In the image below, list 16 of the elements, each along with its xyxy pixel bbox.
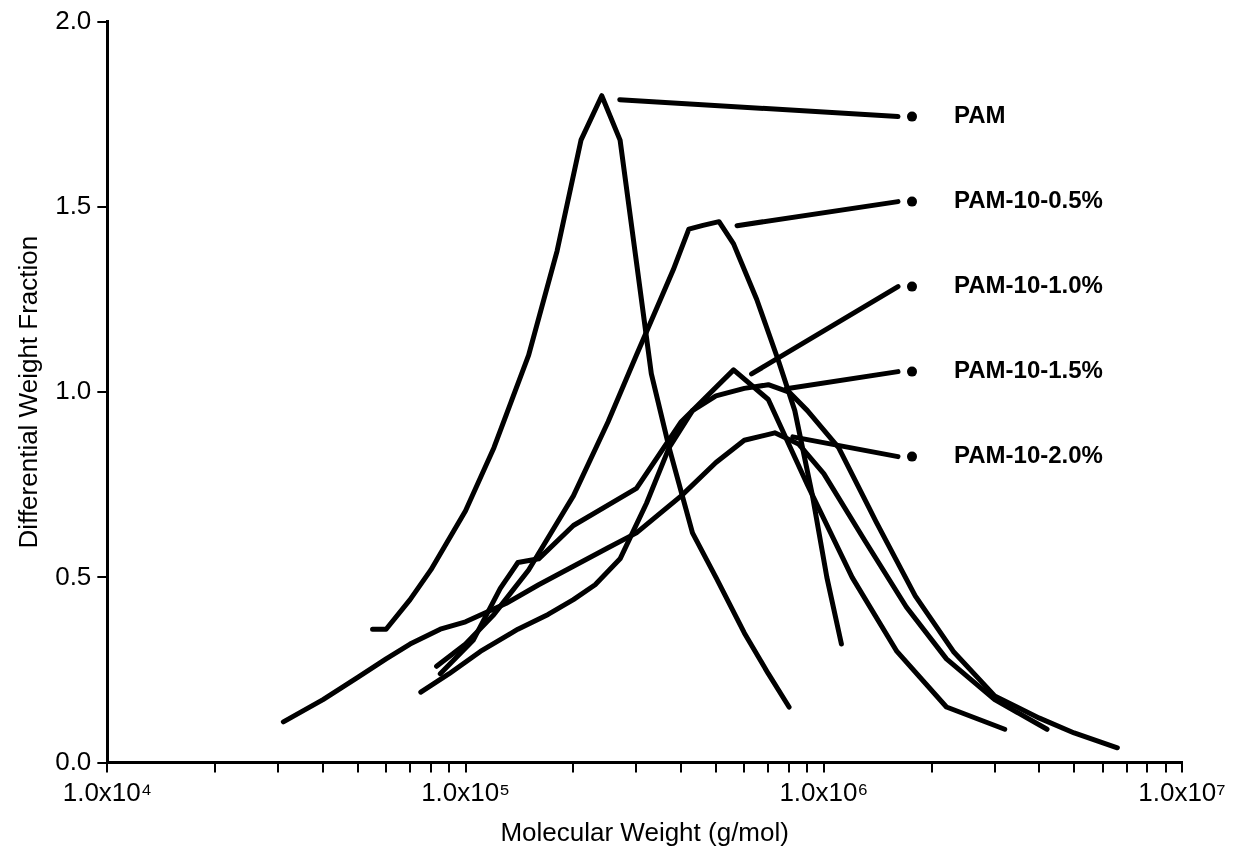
x-tick-label: 1.0x10⁴ (62, 777, 152, 808)
y-tick-label: 2.0 (55, 4, 92, 35)
x-tick-label: 1.0x10⁵ (421, 777, 510, 808)
legend-label: PAM-10-2.0% (954, 441, 1103, 469)
y-tick-label: 0.0 (55, 745, 92, 776)
x-tick-label: 1.0x10⁷ (1138, 777, 1226, 808)
legend-label: PAM-10-0.5% (954, 186, 1103, 214)
y-tick-label: 0.5 (55, 560, 92, 591)
legend-label: PAM-10-1.0% (954, 271, 1103, 299)
x-axis-title: Molecular Weight (g/mol) (500, 816, 789, 847)
y-tick-label: 1.5 (55, 190, 92, 221)
y-axis-title: Differential Weight Fraction (12, 235, 43, 549)
legend-label: PAM (954, 101, 1006, 129)
legend-label: PAM-10-1.5% (954, 356, 1103, 384)
x-tick-label: 1.0x10⁶ (779, 777, 869, 808)
y-tick-label: 1.0 (55, 375, 92, 406)
